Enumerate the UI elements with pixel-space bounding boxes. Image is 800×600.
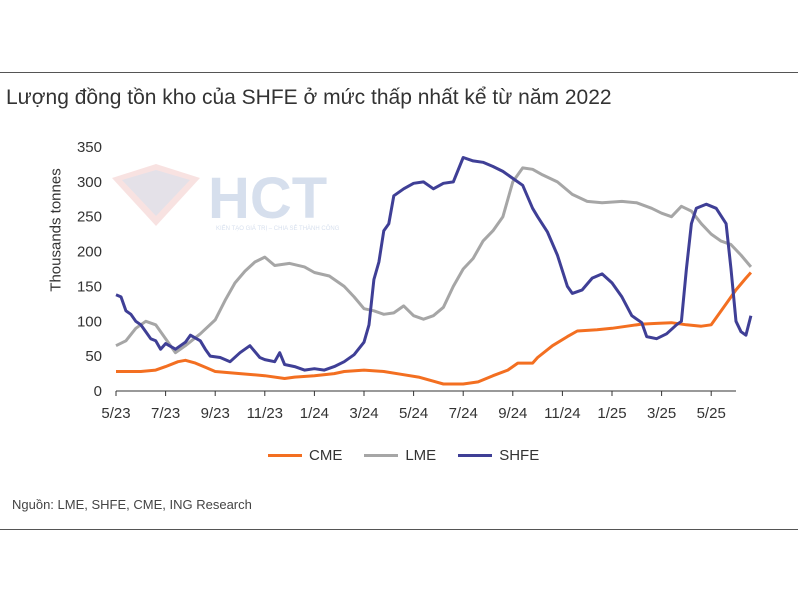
x-tick-label: 3/24 xyxy=(349,405,378,422)
x-tick-label: 5/24 xyxy=(399,405,428,422)
legend-item-lme: LME xyxy=(364,447,436,464)
legend-item-cme: CME xyxy=(268,447,342,464)
x-tick-label: 11/23 xyxy=(247,405,283,422)
x-tick-label: 9/23 xyxy=(201,405,230,422)
x-tick-label: 5/25 xyxy=(697,405,726,422)
x-tick-label: 7/23 xyxy=(151,405,180,422)
chart-axes: 0 50 100 150 200 250 300 350 5/23 7/23 9/23 11/23 1/… xyxy=(77,139,736,422)
x-tick-label: 9/24 xyxy=(498,405,527,422)
y-tick-label: 300 xyxy=(77,174,102,191)
legend: CME LME SHFE xyxy=(268,447,561,464)
legend-label-shfe: SHFE xyxy=(499,447,540,464)
y-tick-label: 350 xyxy=(77,139,102,156)
series-line-cme xyxy=(116,271,753,386)
x-tick-label: 1/24 xyxy=(300,405,329,422)
legend-swatch-cme xyxy=(268,454,302,457)
y-tick-label: 250 xyxy=(77,209,102,226)
watermark-tagline: KIẾN TẠO GIÁ TRỊ – CHIA SẺ THÀNH CÔNG xyxy=(216,225,340,232)
x-tick-label: 11/24 xyxy=(544,405,580,422)
line-chart: 0 50 100 150 200 250 300 350 5/23 7/23 9/23 11/23 1/… xyxy=(77,139,753,422)
x-tick-label: 1/25 xyxy=(597,405,626,422)
x-tick-label: 7/24 xyxy=(449,405,478,422)
legend-label-cme: CME xyxy=(309,447,343,464)
y-tick-label: 150 xyxy=(77,278,102,295)
y-tick-label: 0 xyxy=(94,383,102,400)
y-tick-label: 100 xyxy=(77,313,102,330)
svg-text:HCT: HCT xyxy=(208,166,327,231)
hct-watermark-logo: HCT KIẾN TẠO GIÁ TRỊ – CHIA SẺ THÀNH CÔN… xyxy=(112,164,372,249)
series-line-shfe xyxy=(115,156,753,372)
chart-lines xyxy=(115,156,753,386)
legend-label-lme: LME xyxy=(405,447,437,464)
series-line-lme xyxy=(115,166,753,355)
legend-item-shfe: SHFE xyxy=(458,447,539,464)
y-tick-label: 50 xyxy=(85,348,102,365)
source-note: Nguồn: LME, SHFE, CME, ING Research xyxy=(12,497,252,512)
legend-swatch-shfe xyxy=(458,454,493,457)
chart-frame xyxy=(0,72,798,530)
chart-title: Lượng đồng tồn kho của SHFE ở mức thấp n… xyxy=(6,86,612,109)
legend-swatch-lme xyxy=(364,454,399,457)
y-tick-label: 200 xyxy=(77,244,102,261)
x-tick-label: 3/25 xyxy=(647,405,676,422)
x-tick-label: 5/23 xyxy=(101,405,130,422)
